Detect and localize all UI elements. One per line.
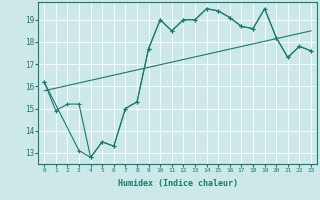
X-axis label: Humidex (Indice chaleur): Humidex (Indice chaleur): [118, 179, 238, 188]
